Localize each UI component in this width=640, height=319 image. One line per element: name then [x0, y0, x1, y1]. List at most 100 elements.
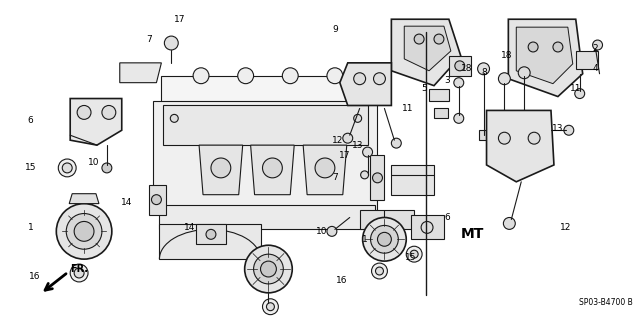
Text: 15: 15 [406, 253, 417, 262]
Text: 7: 7 [332, 173, 338, 182]
Circle shape [499, 73, 510, 85]
Circle shape [315, 158, 335, 178]
Circle shape [593, 40, 602, 50]
Circle shape [237, 68, 253, 84]
Circle shape [193, 68, 209, 84]
Polygon shape [150, 185, 166, 214]
Circle shape [499, 132, 510, 144]
Circle shape [56, 204, 112, 259]
Polygon shape [161, 76, 369, 106]
Text: SP03-B4700 B: SP03-B4700 B [579, 298, 632, 307]
Circle shape [528, 132, 540, 144]
Text: 18: 18 [461, 64, 472, 73]
Polygon shape [154, 100, 378, 210]
Circle shape [376, 267, 383, 275]
Text: 1: 1 [28, 223, 33, 232]
Polygon shape [392, 165, 434, 195]
Circle shape [454, 114, 464, 123]
Text: 16: 16 [29, 272, 40, 281]
Text: 6: 6 [28, 116, 33, 125]
Circle shape [164, 36, 179, 50]
Polygon shape [486, 110, 554, 182]
Polygon shape [163, 106, 367, 145]
Text: FR.: FR. [70, 264, 88, 274]
Circle shape [392, 138, 401, 148]
Text: 13: 13 [352, 141, 364, 150]
Bar [576, 51, 598, 69]
Text: 5: 5 [421, 84, 427, 93]
Circle shape [354, 73, 365, 85]
Circle shape [371, 226, 398, 253]
Polygon shape [516, 27, 573, 84]
Text: 7: 7 [147, 34, 152, 44]
Polygon shape [251, 145, 294, 195]
Text: 18: 18 [500, 51, 512, 60]
Circle shape [374, 73, 385, 85]
Polygon shape [360, 210, 414, 229]
Circle shape [354, 115, 362, 122]
Circle shape [70, 264, 88, 282]
Text: 1: 1 [362, 235, 367, 244]
Text: 8: 8 [482, 68, 488, 77]
Polygon shape [449, 56, 470, 76]
Circle shape [363, 147, 372, 157]
Circle shape [372, 263, 387, 279]
Circle shape [262, 158, 282, 178]
Circle shape [477, 63, 490, 75]
Circle shape [414, 34, 424, 44]
Circle shape [253, 254, 284, 284]
Polygon shape [159, 225, 260, 259]
Circle shape [504, 218, 515, 229]
Polygon shape [199, 145, 243, 195]
Circle shape [434, 34, 444, 44]
Circle shape [327, 68, 343, 84]
Circle shape [66, 213, 102, 249]
Text: 2: 2 [593, 44, 598, 54]
Polygon shape [404, 26, 451, 71]
Bar [429, 89, 449, 100]
Polygon shape [120, 63, 161, 83]
Circle shape [410, 250, 418, 258]
Text: 11: 11 [401, 104, 413, 113]
Polygon shape [508, 19, 582, 97]
Circle shape [361, 171, 369, 179]
Text: 6: 6 [444, 213, 450, 222]
Polygon shape [411, 214, 444, 239]
Circle shape [421, 221, 433, 234]
Text: 4: 4 [593, 64, 598, 73]
Circle shape [372, 173, 383, 183]
Text: 12: 12 [560, 223, 572, 232]
Text: 17: 17 [339, 151, 351, 160]
Text: 11: 11 [570, 84, 582, 93]
Circle shape [282, 68, 298, 84]
Polygon shape [69, 194, 99, 204]
Text: MT: MT [461, 227, 484, 241]
Circle shape [102, 163, 112, 173]
Circle shape [77, 106, 91, 119]
Polygon shape [196, 225, 226, 244]
Circle shape [564, 125, 574, 135]
Text: 9: 9 [332, 25, 338, 33]
Circle shape [528, 42, 538, 52]
Circle shape [62, 163, 72, 173]
Circle shape [363, 218, 406, 261]
Text: 12: 12 [332, 136, 344, 145]
Circle shape [102, 106, 116, 119]
Circle shape [553, 42, 563, 52]
Text: 3: 3 [444, 76, 450, 85]
Polygon shape [479, 130, 488, 140]
Bar [434, 108, 448, 118]
Text: 13: 13 [552, 124, 564, 133]
Polygon shape [303, 145, 347, 195]
Circle shape [74, 268, 84, 278]
Circle shape [518, 67, 530, 79]
Circle shape [211, 158, 231, 178]
Text: 10: 10 [88, 159, 100, 167]
Circle shape [58, 159, 76, 177]
Text: 17: 17 [173, 15, 185, 24]
Circle shape [266, 303, 275, 311]
Circle shape [244, 245, 292, 293]
Text: 15: 15 [25, 163, 36, 173]
Polygon shape [70, 99, 122, 145]
Circle shape [454, 78, 464, 88]
